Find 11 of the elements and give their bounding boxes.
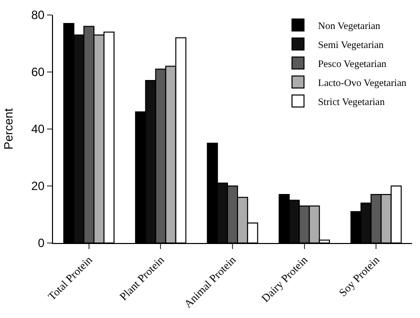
y-tick-label: 80 [31,8,45,22]
y-tick-label: 60 [31,65,45,80]
legend-label: Lacto-Ovo Vegetarian [318,78,406,89]
legend-label: Pesco Vegetarian [318,58,386,70]
legend-label: Strict Vegetarian [318,96,385,108]
y-axis-title: Percent [2,108,16,150]
y-tick-label: 40 [31,122,45,136]
y-tick-label: 20 [31,179,45,194]
legend-label: Non Vegetarian [318,20,380,32]
y-tick-label: 0 [38,236,45,250]
legend-label: Semi Vegetarian [318,40,384,51]
